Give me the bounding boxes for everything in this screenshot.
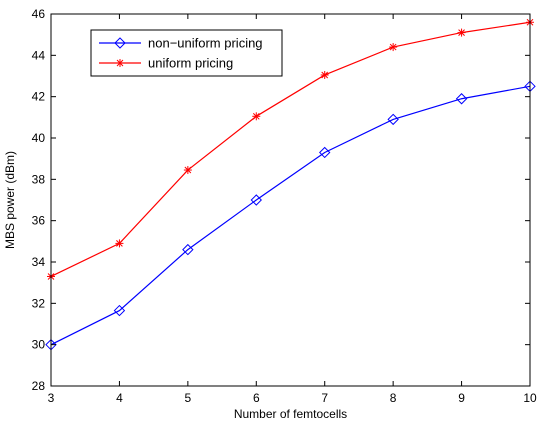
y-axis-title: MBS power (dBm) [3, 151, 17, 249]
y-tick-label: 30 [32, 338, 46, 352]
y-tick-label: 28 [32, 379, 46, 393]
legend-label: non−uniform pricing [148, 36, 263, 51]
data-point [387, 113, 399, 126]
data-point [320, 70, 329, 79]
x-tick-label: 5 [185, 391, 192, 405]
data-point [113, 304, 126, 317]
y-tick-label: 46 [32, 7, 46, 21]
series-layer [45, 18, 536, 351]
y-tick-label: 36 [32, 214, 46, 228]
data-point [183, 166, 192, 175]
x-tick-label: 7 [321, 391, 328, 405]
legend-item: non−uniform pricing [99, 36, 263, 51]
x-tick-label: 10 [523, 391, 537, 405]
y-tick-label: 44 [32, 48, 46, 62]
legend-box [90, 29, 283, 77]
series-line [50, 85, 531, 346]
data-point [250, 194, 262, 206]
y-tick-label: 42 [32, 90, 46, 104]
x-axis-title: Number of femtocells [234, 407, 347, 421]
x-tick-label: 6 [253, 391, 260, 405]
series-line [50, 21, 531, 278]
data-point [115, 239, 124, 248]
data-point [319, 146, 331, 159]
legend-item: uniform pricing [99, 56, 233, 71]
data-point [457, 28, 466, 37]
y-tick-label: 34 [32, 255, 46, 269]
data-point [389, 43, 398, 52]
legend-label: uniform pricing [148, 56, 233, 71]
data-point [182, 243, 194, 256]
y-tick-label: 38 [32, 172, 46, 186]
x-tick-label: 8 [390, 391, 397, 405]
data-point [455, 93, 468, 105]
legend-marker [116, 59, 124, 67]
legend: non−uniform pricing uniform pricing [90, 29, 283, 77]
x-tick-label: 3 [48, 391, 55, 405]
y-tick-label: 40 [32, 131, 46, 145]
y-tick-label: 32 [32, 296, 46, 310]
data-point [252, 112, 261, 121]
x-tick-label: 4 [116, 391, 123, 405]
plot-frame [50, 13, 531, 387]
series-1 [47, 18, 534, 281]
x-tick-label: 9 [458, 391, 465, 405]
legend-marker [114, 37, 126, 49]
legend-items: non−uniform pricing uniform pricing [99, 36, 263, 71]
